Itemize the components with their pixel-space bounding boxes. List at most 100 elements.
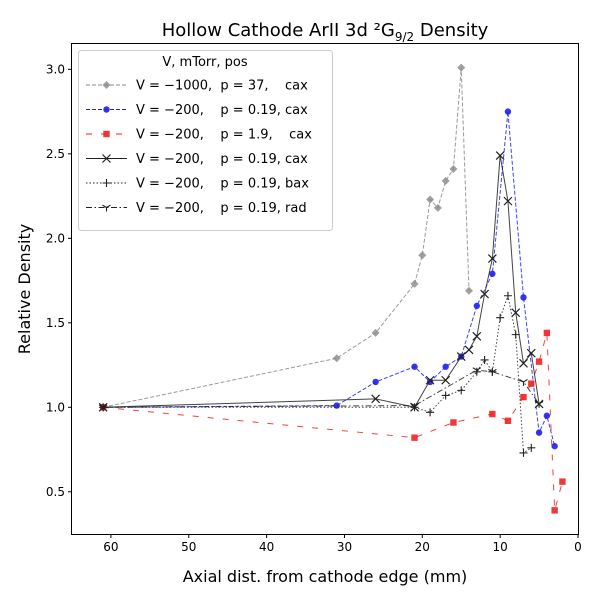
- series-3-point: [450, 419, 457, 426]
- series-1-point: [449, 165, 458, 174]
- x-tick-label: 30: [337, 540, 352, 554]
- x-tick-label: 10: [493, 540, 508, 554]
- legend-label: V = −200, p = 0.19, rad: [136, 201, 307, 216]
- series-2-point: [442, 363, 449, 370]
- series-5-point: [503, 291, 512, 300]
- x-tick-label: 60: [103, 540, 118, 554]
- legend-swatch-marker: [102, 204, 111, 212]
- legend-entry-4: V = −200, p = 0.19, cax: [86, 152, 308, 167]
- legend-swatch-marker: [102, 81, 111, 89]
- series-5-point: [457, 386, 466, 395]
- series-4-point: [519, 358, 528, 368]
- series-5: [99, 291, 536, 457]
- series-2-line: [103, 111, 556, 447]
- series-3: [99, 329, 566, 514]
- series-2-point: [504, 108, 512, 115]
- chart-title-subscript: 9/2: [395, 30, 414, 44]
- y-axis-label: Relative Density: [15, 224, 34, 354]
- legend-entry-5: V = −200, p = 0.19, bax: [86, 177, 309, 192]
- x-axis-label: Axial dist. from cathode edge (mm): [183, 567, 468, 586]
- series-2-point: [551, 442, 558, 450]
- series-6-point: [472, 367, 482, 375]
- series-3-point: [489, 410, 496, 418]
- series-6-point: [534, 401, 544, 408]
- series-4-point: [503, 196, 513, 206]
- series-4-point: [472, 331, 482, 341]
- legend-entry-6: V = −200, p = 0.19, rad: [86, 201, 307, 216]
- series-1-point: [433, 203, 442, 212]
- series-4-point: [464, 345, 474, 355]
- series-3-point: [551, 507, 558, 514]
- series-1-point: [371, 328, 380, 337]
- plot-area-frame: [71, 43, 579, 535]
- series-3-point: [543, 329, 551, 337]
- y-tick-label: 2.0: [46, 231, 65, 245]
- y-axis-ticks: 0.5 1.0 1.5 2.0 2.5 3.0: [46, 62, 72, 499]
- series-3-point: [528, 380, 535, 387]
- legend-frame: [78, 50, 333, 231]
- series-6-point: [410, 402, 419, 410]
- series-2-point: [489, 270, 496, 277]
- series-2-point: [372, 378, 379, 386]
- series-2-point: [535, 429, 543, 436]
- y-tick-label: 2.5: [46, 147, 65, 161]
- series-5-point: [480, 355, 489, 364]
- series-3-point: [504, 417, 512, 424]
- series-5-line: [103, 293, 532, 454]
- legend-swatch-marker: [102, 154, 111, 163]
- series-4-point: [495, 151, 505, 160]
- legend-swatch-marker: [103, 130, 110, 138]
- series-5-point: [519, 448, 528, 457]
- series-6-point: [519, 379, 528, 386]
- series-5-point: [496, 313, 505, 322]
- y-tick-label: 3.0: [46, 62, 65, 76]
- legend-label: V = −1000, p = 37, cax: [136, 79, 308, 94]
- series-1-point: [457, 63, 466, 72]
- series-5-point: [441, 391, 450, 400]
- series-2-point: [543, 412, 551, 419]
- series-1: [99, 63, 474, 412]
- series-4-point: [456, 352, 466, 362]
- series-5-point: [511, 330, 520, 339]
- legend-label: V = −200, p = 0.19, bax: [136, 177, 309, 192]
- legend-label: V = −200, p = 1.9, cax: [136, 128, 312, 143]
- series-5-point: [527, 443, 536, 452]
- series-4-point: [441, 375, 451, 385]
- series-4-point: [511, 308, 521, 318]
- series-1-point: [426, 195, 435, 204]
- series-4-point: [480, 289, 490, 299]
- series-5-point: [426, 408, 435, 417]
- legend-entry-2: V = −200, p = 0.19, cax: [86, 103, 308, 118]
- x-tick-label: 50: [181, 540, 196, 554]
- chart-title-tail: Density: [414, 20, 489, 41]
- series-2-point: [411, 363, 418, 370]
- series-6-point: [98, 404, 108, 412]
- data-series-group: [98, 63, 566, 514]
- series-2-point: [473, 302, 480, 310]
- series-1-point: [418, 251, 427, 260]
- series-3-point: [559, 478, 566, 485]
- series-2-point: [520, 294, 527, 301]
- legend-entry-3: V = −200, p = 1.9, cax: [86, 128, 312, 143]
- series-4-point: [371, 394, 381, 404]
- series-6: [98, 367, 544, 412]
- legend-swatch-marker: [103, 106, 110, 113]
- y-tick-label: 0.5: [46, 485, 65, 499]
- series-6-point: [488, 368, 497, 376]
- series-4: [98, 151, 544, 412]
- series-3-point: [411, 434, 418, 441]
- x-axis-ticks: 60 50 40 30 20 10 0: [103, 534, 582, 554]
- series-1-point: [410, 279, 419, 288]
- x-tick-label: 40: [259, 540, 274, 554]
- y-tick-label: 1.0: [46, 400, 65, 414]
- legend-swatch-marker: [102, 179, 111, 187]
- legend-title: V, mTorr, pos: [162, 55, 247, 70]
- series-4-point: [526, 348, 536, 358]
- chart-title-main: Hollow Cathode ArII 3d ²G: [162, 20, 395, 41]
- chart-legend: V, mTorr, pos V = −1000, p = 37, cax V = …: [78, 50, 333, 231]
- series-3-point: [535, 358, 543, 365]
- series-4-point: [487, 254, 497, 264]
- chart-title: Hollow Cathode ArII 3d ²G9/2 Density: [162, 20, 489, 44]
- series-1-point: [441, 176, 450, 185]
